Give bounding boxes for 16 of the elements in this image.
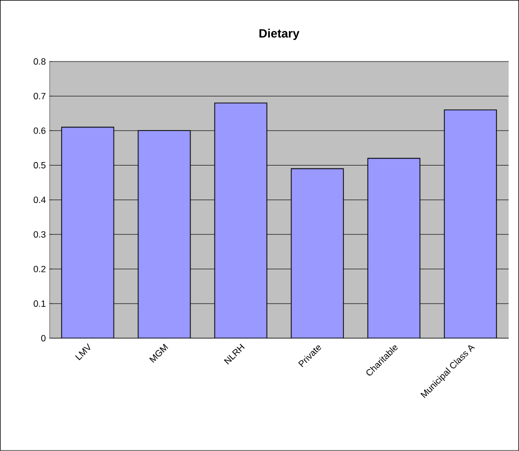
y-tick-label: 0.3: [34, 231, 46, 238]
bar: [367, 158, 420, 338]
y-tick-label: 0.8: [34, 58, 46, 65]
chart-title: Dietary: [259, 28, 300, 40]
bar: [61, 126, 114, 338]
bar: [138, 130, 191, 338]
bar: [290, 168, 344, 338]
bar: [214, 103, 267, 338]
y-tick-label: 0.6: [34, 128, 46, 134]
y-tick-label: 0.4: [34, 196, 46, 204]
y-tick-label: 0.5: [34, 162, 46, 169]
y-tick-label: 0.7: [34, 92, 46, 100]
y-tick-label: 0: [41, 335, 46, 342]
y-tick-label: 0.2: [34, 266, 46, 272]
bar: [444, 110, 497, 338]
y-tick-label: 0.1: [34, 300, 46, 307]
